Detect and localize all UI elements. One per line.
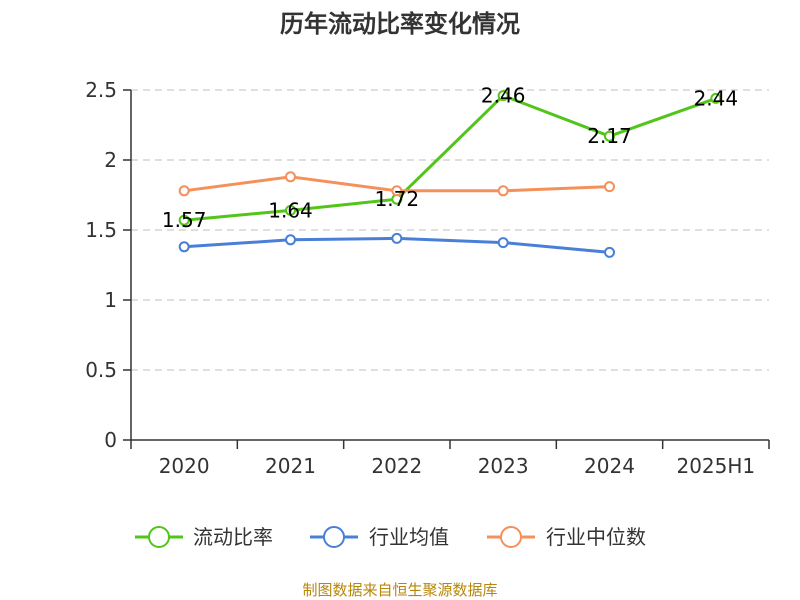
y-tick-label: 2 — [104, 148, 117, 172]
y-tick-label: 1 — [104, 288, 117, 312]
legend-marker — [500, 526, 522, 548]
data-label: 2.17 — [587, 124, 632, 148]
data-point — [604, 181, 615, 193]
y-tick-label: 1.5 — [85, 218, 117, 242]
data-point — [178, 214, 190, 226]
x-tick-label: 2023 — [478, 454, 529, 478]
data-point — [178, 185, 190, 197]
data-label: 1.64 — [268, 198, 313, 222]
data-labels: 1.57 1.64 1.72 2.46 2.17 2.44 — [162, 84, 738, 233]
data-label: 2.46 — [481, 84, 526, 108]
data-point — [391, 232, 403, 244]
data-point — [497, 237, 509, 249]
data-point — [391, 185, 403, 197]
x-axis-tick-labels: 2020 2021 2022 2023 2024 2025H1 — [159, 454, 755, 478]
data-point — [178, 241, 190, 253]
source-note: 制图数据来自恒生聚源数据库 — [302, 581, 497, 599]
legend-label: 行业均值 — [369, 525, 449, 549]
series-line — [184, 94, 717, 222]
legend-marker — [148, 526, 170, 548]
legend-label: 流动比率 — [193, 525, 273, 549]
y-tick-label: 0.5 — [85, 358, 117, 382]
data-point — [710, 92, 722, 104]
axes — [123, 89, 770, 449]
data-label: 1.72 — [375, 187, 420, 211]
data-label: 2.44 — [694, 86, 739, 110]
legend-label: 行业中位数 — [546, 525, 646, 549]
data-point — [604, 246, 615, 258]
y-tick-label: 0 — [104, 428, 117, 452]
x-tick-label: 2021 — [265, 454, 316, 478]
legend-marker — [323, 526, 345, 548]
data-label: 1.57 — [162, 208, 207, 232]
data-point — [497, 185, 509, 197]
data-point — [285, 204, 296, 216]
data-point — [285, 234, 296, 246]
x-tick-label: 2020 — [159, 454, 210, 478]
chart-title: 历年流动比率变化情况 — [280, 10, 520, 38]
data-point — [604, 130, 615, 142]
data-point — [285, 171, 296, 183]
x-tick-label: 2025H1 — [676, 454, 755, 478]
data-point — [497, 90, 509, 102]
series-lines — [178, 90, 722, 258]
grid-lines — [131, 89, 769, 371]
y-axis-tick-labels: 0 0.5 1 1.5 2 2.5 — [85, 78, 117, 452]
x-tick-label: 2024 — [584, 454, 635, 478]
y-tick-label: 2.5 — [85, 78, 117, 102]
x-tick-label: 2022 — [371, 454, 422, 478]
legend: 流动比率 行业均值 行业中位数 — [135, 525, 646, 549]
